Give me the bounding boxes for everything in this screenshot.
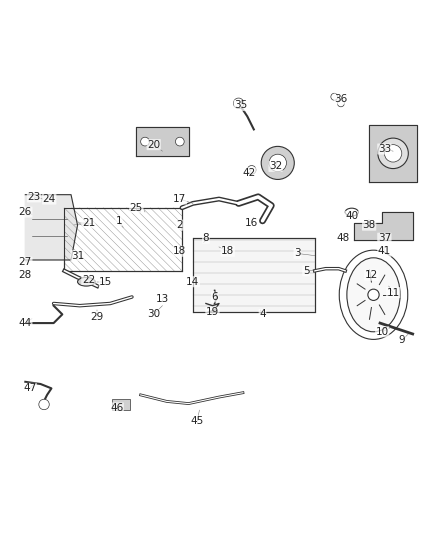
- Text: 9: 9: [399, 335, 405, 345]
- Circle shape: [337, 100, 344, 107]
- Text: 35: 35: [234, 100, 247, 110]
- Text: 2: 2: [177, 220, 183, 230]
- Text: 41: 41: [378, 246, 391, 256]
- Circle shape: [378, 138, 408, 168]
- Text: 22: 22: [82, 274, 95, 285]
- Text: 16: 16: [245, 218, 258, 228]
- Text: 31: 31: [71, 251, 84, 261]
- Text: 8: 8: [203, 233, 209, 243]
- Text: 29: 29: [91, 312, 104, 321]
- Text: 23: 23: [28, 192, 41, 202]
- Circle shape: [368, 289, 379, 301]
- Text: 20: 20: [147, 140, 160, 150]
- Circle shape: [247, 166, 256, 174]
- Circle shape: [331, 93, 338, 100]
- Text: 18: 18: [173, 246, 187, 256]
- Text: 45: 45: [191, 416, 204, 426]
- Circle shape: [141, 137, 149, 146]
- Text: 4: 4: [259, 309, 266, 319]
- Bar: [64, 208, 182, 271]
- Text: 47: 47: [23, 383, 36, 393]
- Circle shape: [176, 137, 184, 146]
- Text: 17: 17: [173, 194, 187, 204]
- Text: 36: 36: [334, 94, 347, 104]
- Text: 44: 44: [19, 318, 32, 328]
- Polygon shape: [354, 212, 413, 240]
- Ellipse shape: [347, 258, 400, 332]
- Polygon shape: [25, 195, 78, 260]
- Circle shape: [39, 399, 49, 410]
- Circle shape: [269, 154, 286, 172]
- Text: 3: 3: [294, 248, 300, 259]
- Text: 40: 40: [345, 212, 358, 221]
- Text: 37: 37: [378, 233, 391, 243]
- Text: 6: 6: [212, 292, 218, 302]
- Text: 26: 26: [19, 207, 32, 217]
- Text: 27: 27: [19, 257, 32, 267]
- Text: 18: 18: [221, 246, 234, 256]
- Text: 24: 24: [42, 194, 56, 204]
- Text: 33: 33: [378, 144, 391, 154]
- Bar: [193, 238, 315, 312]
- Text: 19: 19: [206, 307, 219, 317]
- Text: 21: 21: [82, 218, 95, 228]
- Text: 32: 32: [269, 161, 282, 172]
- Text: 48: 48: [336, 233, 350, 243]
- Text: 5: 5: [303, 266, 309, 276]
- Text: 13: 13: [156, 294, 169, 304]
- Circle shape: [385, 144, 402, 162]
- Text: 10: 10: [376, 327, 389, 337]
- Text: 14: 14: [186, 277, 200, 287]
- Text: 25: 25: [130, 203, 143, 213]
- Text: 12: 12: [365, 270, 378, 280]
- Ellipse shape: [78, 277, 95, 286]
- Circle shape: [233, 98, 244, 109]
- Text: 28: 28: [19, 270, 32, 280]
- Text: 38: 38: [363, 220, 376, 230]
- Circle shape: [261, 147, 294, 180]
- Bar: [113, 399, 130, 410]
- Text: 46: 46: [110, 403, 124, 413]
- Text: 1: 1: [116, 216, 122, 226]
- Text: 15: 15: [99, 277, 113, 287]
- Polygon shape: [369, 125, 417, 182]
- Polygon shape: [136, 127, 188, 156]
- Text: 11: 11: [386, 288, 400, 297]
- Text: 42: 42: [243, 168, 256, 178]
- Text: 30: 30: [147, 309, 160, 319]
